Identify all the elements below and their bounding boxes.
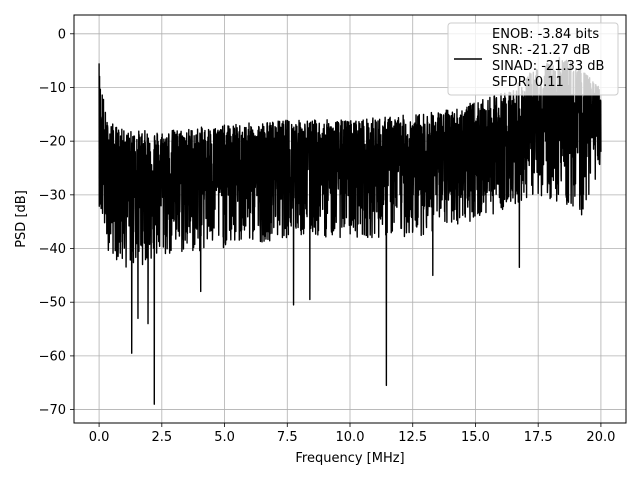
legend-text-sinad: SINAD: -21.33 dB xyxy=(492,59,604,74)
y-tick-label: −30 xyxy=(39,188,66,203)
y-tick-label: −40 xyxy=(39,242,66,257)
psd-trace xyxy=(98,56,602,405)
legend-text-snr: SNR: -21.27 dB xyxy=(492,43,590,58)
y-axis-ticks: 0 −10 −20 −30 −40 −50 −60 −70 xyxy=(39,27,74,418)
x-tick-label: 0.0 xyxy=(89,430,110,445)
y-tick-label: −70 xyxy=(39,403,66,418)
legend: ENOB: -3.84 bits SNR: -21.27 dB SINAD: -… xyxy=(447,22,619,96)
x-tick-label: 15.0 xyxy=(461,430,490,445)
x-tick-label: 5.0 xyxy=(214,430,235,445)
x-tick-label: 10.0 xyxy=(336,430,365,445)
y-tick-label: −10 xyxy=(39,81,66,96)
y-tick-label: 0 xyxy=(58,27,66,42)
y-tick-label: −50 xyxy=(39,296,66,311)
legend-text-enob: ENOB: -3.84 bits xyxy=(492,27,599,42)
x-tick-label: 12.5 xyxy=(398,430,427,445)
legend-box xyxy=(447,22,619,96)
x-tick-label: 2.5 xyxy=(151,430,172,445)
series-psd xyxy=(98,56,602,405)
x-tick-label: 20.0 xyxy=(586,430,615,445)
y-axis-label: PSD [dB] xyxy=(14,190,29,248)
x-tick-label: 7.5 xyxy=(277,430,298,445)
x-axis-ticks: 0.0 2.5 5.0 7.5 10.0 12.5 15.0 17.5 20.0 xyxy=(89,423,615,445)
legend-text-sfdr: SFDR: 0.11 xyxy=(492,75,564,90)
x-tick-label: 17.5 xyxy=(524,430,553,445)
x-axis-label: Frequency [MHz] xyxy=(295,451,404,466)
y-tick-label: −60 xyxy=(39,349,66,364)
y-tick-label: −20 xyxy=(39,135,66,150)
